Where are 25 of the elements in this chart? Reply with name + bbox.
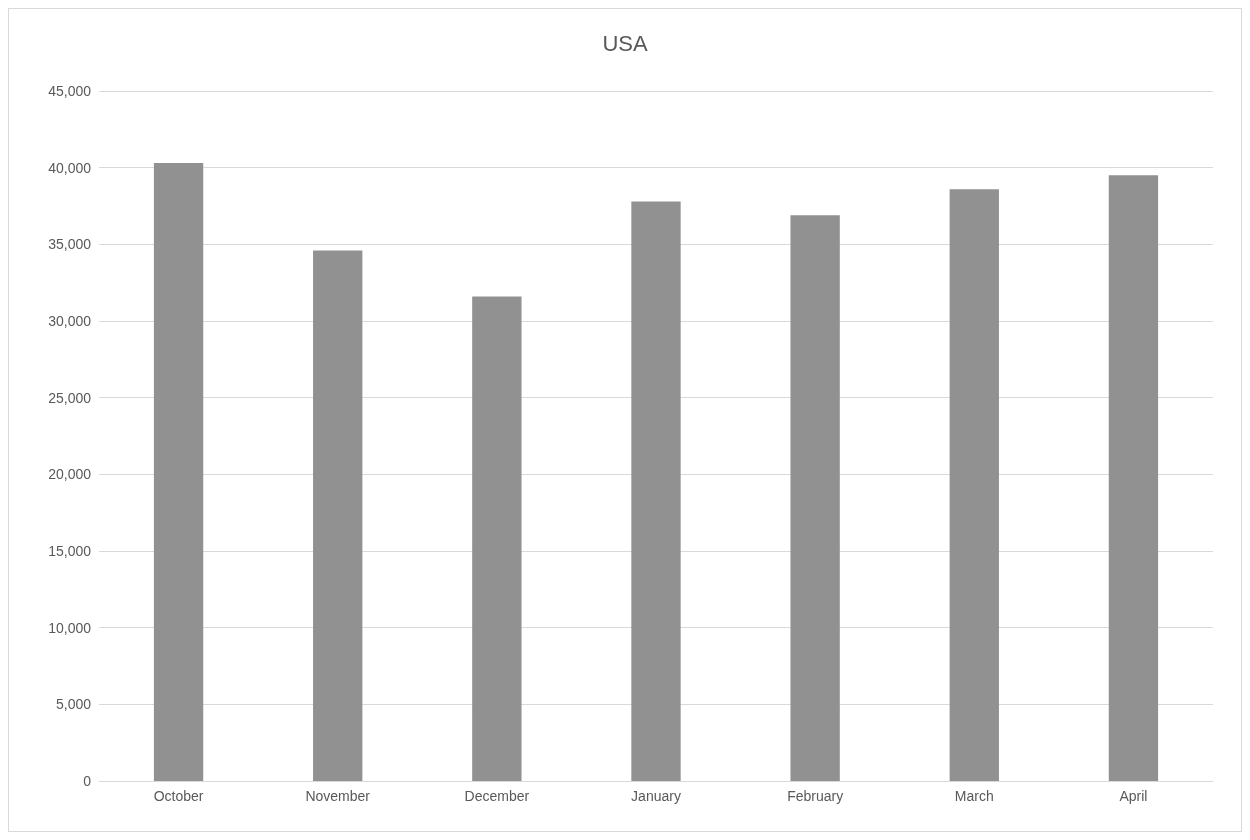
- y-tick-label: 15,000: [48, 543, 92, 559]
- chart-title: USA: [602, 30, 648, 56]
- y-tick-label: 0: [83, 773, 92, 789]
- bar: [631, 201, 681, 781]
- y-tick-label: 40,000: [48, 159, 92, 176]
- bar: [949, 189, 999, 781]
- y-tick-label: 20,000: [48, 466, 92, 483]
- bar: [472, 296, 522, 781]
- bar: [153, 163, 204, 781]
- x-tick-label: January: [631, 788, 681, 804]
- x-tick-label: October: [153, 788, 204, 804]
- y-tick-label: 45,000: [48, 83, 92, 99]
- x-tick-label: March: [954, 788, 994, 804]
- x-tick-label: April: [1119, 788, 1148, 804]
- y-tick-label: 10,000: [48, 619, 92, 636]
- x-tick-label: November: [305, 788, 371, 804]
- bar: [790, 215, 840, 781]
- y-tick-label: 25,000: [48, 389, 92, 406]
- x-tick-label: February: [787, 788, 844, 804]
- x-tick-label: December: [464, 788, 530, 804]
- y-tick-label: 5,000: [55, 696, 92, 713]
- bar: [1108, 175, 1159, 781]
- bar: [313, 250, 363, 781]
- y-tick-label: 30,000: [48, 313, 92, 329]
- y-tick-label: 35,000: [48, 236, 92, 253]
